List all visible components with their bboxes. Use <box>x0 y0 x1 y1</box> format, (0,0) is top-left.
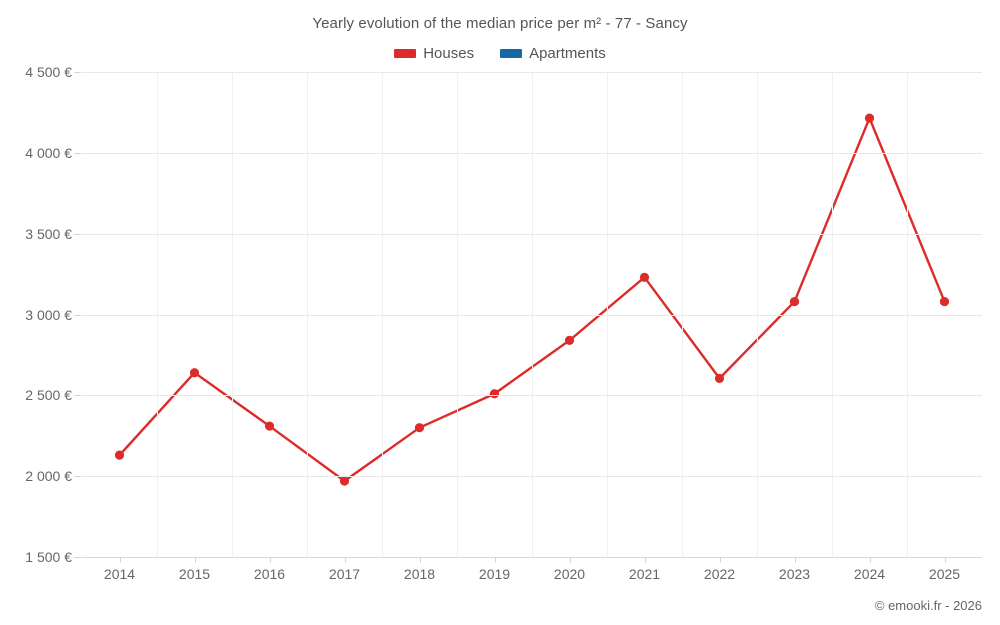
legend-item-apartments[interactable]: Apartments <box>500 45 606 62</box>
data-point-marker[interactable] <box>639 272 650 282</box>
data-point-marker[interactable] <box>414 423 425 433</box>
y-axis-tick-mark <box>74 152 81 154</box>
x-axis-tick-label: 2025 <box>928 566 961 582</box>
data-point-marker[interactable] <box>864 113 875 123</box>
x-axis-tick-mark <box>569 557 571 563</box>
data-point-marker[interactable] <box>489 389 500 399</box>
data-point-marker[interactable] <box>339 476 350 486</box>
x-axis-tick-label: 2015 <box>178 566 211 582</box>
x-axis-tick-mark <box>119 557 121 563</box>
gridline-vertical <box>607 72 608 557</box>
gridline-vertical <box>307 72 308 557</box>
x-axis-tick-label: 2024 <box>853 566 886 582</box>
gridline-vertical <box>907 72 908 557</box>
x-axis-tick-label: 2022 <box>703 566 736 582</box>
data-point-marker[interactable] <box>564 335 575 345</box>
gridline-vertical <box>682 72 683 557</box>
gridline-vertical <box>532 72 533 557</box>
x-axis-tick-mark <box>269 557 271 563</box>
y-axis-tick-mark <box>74 557 81 558</box>
legend-item-houses[interactable]: Houses <box>394 45 474 62</box>
data-point-marker[interactable] <box>789 296 800 307</box>
x-axis-tick-mark <box>194 557 196 563</box>
x-axis-tick-label: 2020 <box>553 566 586 582</box>
gridline-vertical <box>157 72 158 557</box>
y-axis-tick-mark <box>74 476 81 478</box>
x-axis-tick-mark <box>719 557 721 563</box>
x-axis-tick-label: 2021 <box>628 566 661 582</box>
y-axis-tick-label: 3 500 € <box>25 225 72 242</box>
legend-label: Apartments <box>529 45 606 62</box>
gridline-vertical <box>457 72 458 557</box>
plot-area <box>82 72 982 558</box>
gridline-vertical <box>832 72 833 557</box>
data-point-marker[interactable] <box>189 368 200 378</box>
x-axis-tick-label: 2017 <box>328 566 361 582</box>
y-axis-tick-mark <box>74 72 81 73</box>
footer-credit: © emooki.fr - 2026 <box>874 598 982 613</box>
data-point-marker[interactable] <box>714 373 725 383</box>
x-axis-tick-mark <box>344 557 346 563</box>
legend-label: Houses <box>423 45 475 62</box>
data-point-marker[interactable] <box>114 450 125 460</box>
y-axis-tick-label: 4 500 € <box>25 64 72 80</box>
y-axis-tick-label: 3 000 € <box>25 306 72 323</box>
data-point-marker[interactable] <box>264 421 275 431</box>
y-axis-tick-label: 2 500 € <box>25 387 72 404</box>
y-axis-tick-mark <box>74 314 81 316</box>
chart-title: Yearly evolution of the median price per… <box>312 15 688 32</box>
y-axis-tick-label: 4 000 € <box>25 144 72 161</box>
gridline-vertical <box>232 72 233 557</box>
gridline-vertical <box>382 72 383 557</box>
legend-swatch-icon <box>394 49 417 58</box>
x-axis-tick-mark <box>419 557 421 563</box>
x-axis-tick-label: 2018 <box>403 566 436 582</box>
x-axis-tick-mark <box>869 557 871 563</box>
gridline-vertical <box>757 72 758 557</box>
x-axis-tick-mark <box>794 557 796 563</box>
x-axis-line <box>82 557 982 558</box>
x-axis-tick-mark <box>944 557 946 563</box>
y-axis-tick-label: 1 500 € <box>25 549 72 565</box>
x-axis-tick-label: 2023 <box>778 566 811 582</box>
x-axis-tick-label: 2014 <box>103 566 136 582</box>
legend-swatch-icon <box>500 49 523 58</box>
y-axis-tick-label: 2 000 € <box>25 468 72 485</box>
chart-legend: Houses Apartments <box>0 45 1000 62</box>
y-axis-tick-mark <box>74 233 81 235</box>
x-axis-tick-label: 2016 <box>253 566 286 582</box>
x-axis-tick-label: 2019 <box>478 566 511 582</box>
x-axis-tick-mark <box>644 557 646 563</box>
x-axis-tick-mark <box>494 557 496 563</box>
y-axis-tick-mark <box>74 395 81 397</box>
data-point-marker[interactable] <box>939 296 950 307</box>
